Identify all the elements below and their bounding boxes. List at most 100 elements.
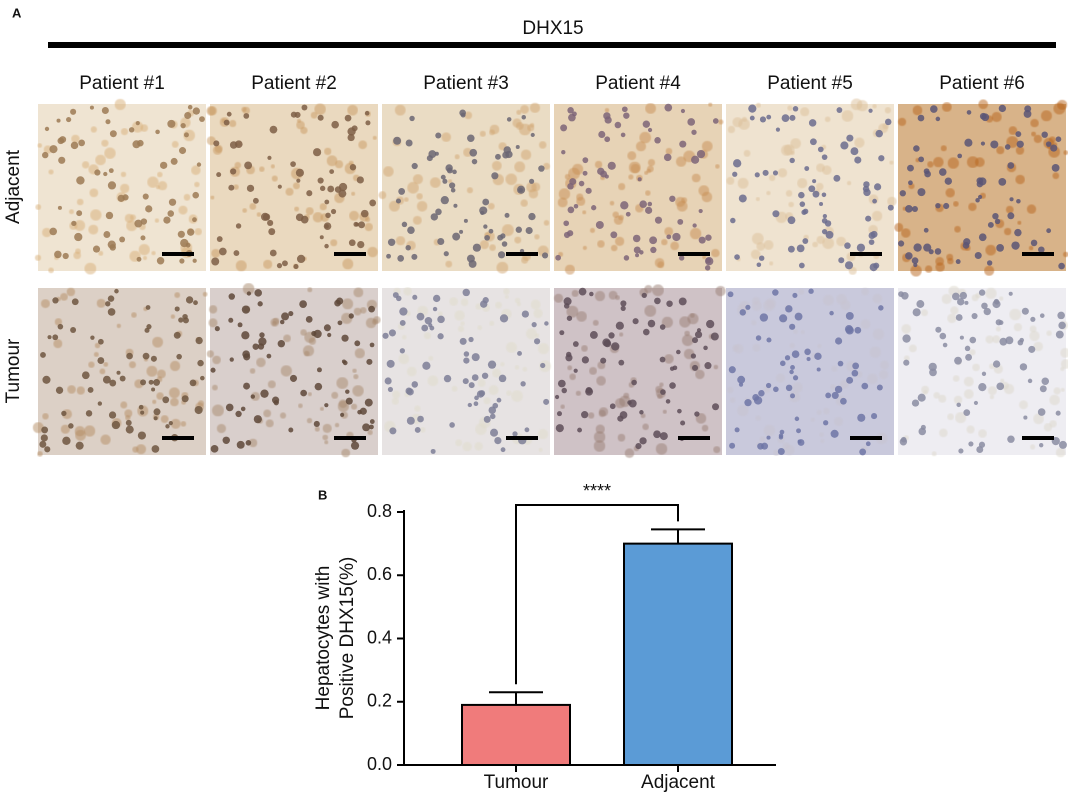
nucleus: [696, 328, 702, 333]
nucleus: [253, 415, 262, 424]
nucleus: [137, 431, 146, 440]
nucleus: [696, 149, 706, 159]
cytoplasm-stain: [630, 163, 641, 174]
nucleus: [466, 254, 475, 263]
nucleus: [802, 238, 809, 244]
nucleus: [840, 397, 847, 405]
cytoplasm-stain: [815, 182, 824, 191]
cytoplasm-stain: [514, 161, 526, 173]
nucleus: [871, 413, 878, 420]
cytoplasm-stain: [427, 375, 439, 387]
cytoplasm-stain: [750, 249, 761, 260]
nucleus: [300, 389, 307, 397]
nucleus: [341, 334, 349, 342]
cytoplasm-stain: [419, 427, 426, 433]
cytoplasm-stain: [582, 210, 587, 215]
nucleus: [345, 389, 350, 394]
cytoplasm-stain: [349, 210, 359, 221]
cytoplasm-stain: [479, 240, 489, 250]
nucleus: [446, 167, 453, 174]
nucleus: [966, 110, 972, 115]
nucleus: [647, 127, 653, 133]
nucleus: [943, 202, 950, 210]
nucleus: [878, 305, 884, 311]
nucleus: [148, 379, 154, 385]
cytoplasm-stain: [1029, 325, 1037, 333]
cytoplasm-stain: [171, 140, 179, 148]
nucleus: [1055, 136, 1062, 143]
nucleus: [694, 411, 700, 417]
nucleus: [240, 406, 246, 412]
cytoplasm-stain: [1015, 174, 1025, 185]
nucleus: [704, 265, 711, 271]
nucleus: [520, 381, 526, 387]
cytoplasm-stain: [378, 191, 387, 200]
cytoplasm-stain: [558, 188, 571, 200]
nucleus: [607, 161, 616, 170]
nucleus: [868, 108, 873, 113]
nucleus: [756, 262, 762, 268]
nucleus: [71, 298, 79, 306]
cytoplasm-stain: [644, 305, 657, 317]
nucleus: [531, 322, 537, 328]
cytoplasm-stain: [966, 156, 979, 168]
cytoplasm-stain: [129, 214, 137, 221]
nucleus: [620, 201, 629, 210]
nucleus: [228, 184, 235, 191]
cytoplasm-stain: [594, 290, 606, 302]
cytoplasm-stain: [35, 204, 42, 210]
nucleus: [734, 254, 740, 260]
nucleus: [236, 440, 245, 449]
nucleus: [40, 434, 48, 442]
nucleus: [260, 389, 269, 398]
cytoplasm-stain: [157, 171, 163, 178]
cytoplasm-stain: [401, 334, 407, 340]
cytoplasm-stain: [60, 424, 71, 434]
nucleus: [103, 231, 111, 238]
cytoplasm-stain: [741, 116, 748, 122]
cytoplasm-stain: [662, 409, 667, 414]
cytoplasm-stain: [543, 219, 550, 226]
nucleus: [76, 210, 83, 217]
cytoplasm-stain: [645, 190, 651, 196]
nucleus: [515, 226, 522, 233]
nucleus: [678, 255, 685, 261]
nucleus: [125, 419, 132, 426]
nucleus: [235, 223, 242, 229]
y-axis-label: Hepatocytes with: [313, 566, 334, 711]
nucleus: [347, 127, 356, 136]
nucleus: [358, 221, 366, 229]
cytoplasm-stain: [334, 422, 340, 428]
nucleus: [52, 297, 59, 304]
nucleus: [957, 298, 965, 306]
cytoplasm-stain: [256, 357, 266, 368]
cytoplasm-stain: [170, 418, 181, 429]
nucleus: [1041, 131, 1048, 138]
nucleus: [976, 446, 984, 454]
cytoplasm-stain: [750, 319, 757, 326]
nucleus: [140, 218, 148, 225]
cytoplasm-stain: [324, 147, 332, 156]
nucleus: [738, 194, 747, 203]
scale-bar: [334, 436, 366, 440]
cytoplasm-stain: [353, 307, 362, 316]
cytoplasm-stain: [715, 285, 726, 297]
nucleus: [647, 201, 653, 207]
cytoplasm-stain: [116, 323, 122, 329]
nucleus: [97, 357, 105, 364]
nucleus: [142, 193, 149, 200]
cytoplasm-stain: [732, 344, 740, 352]
nucleus: [692, 223, 697, 228]
cytoplasm-stain: [702, 255, 707, 260]
nucleus: [998, 177, 1007, 186]
nucleus: [1055, 410, 1061, 416]
cytoplasm-stain: [594, 160, 603, 169]
cytoplasm-stain: [1055, 447, 1066, 458]
cytoplasm-stain: [98, 250, 104, 256]
nucleus: [753, 396, 763, 405]
cytoplasm-stain: [1049, 394, 1060, 406]
cytoplasm-stain: [1043, 423, 1053, 432]
nucleus: [482, 297, 489, 304]
nucleus: [816, 367, 821, 372]
nucleus: [501, 241, 508, 247]
